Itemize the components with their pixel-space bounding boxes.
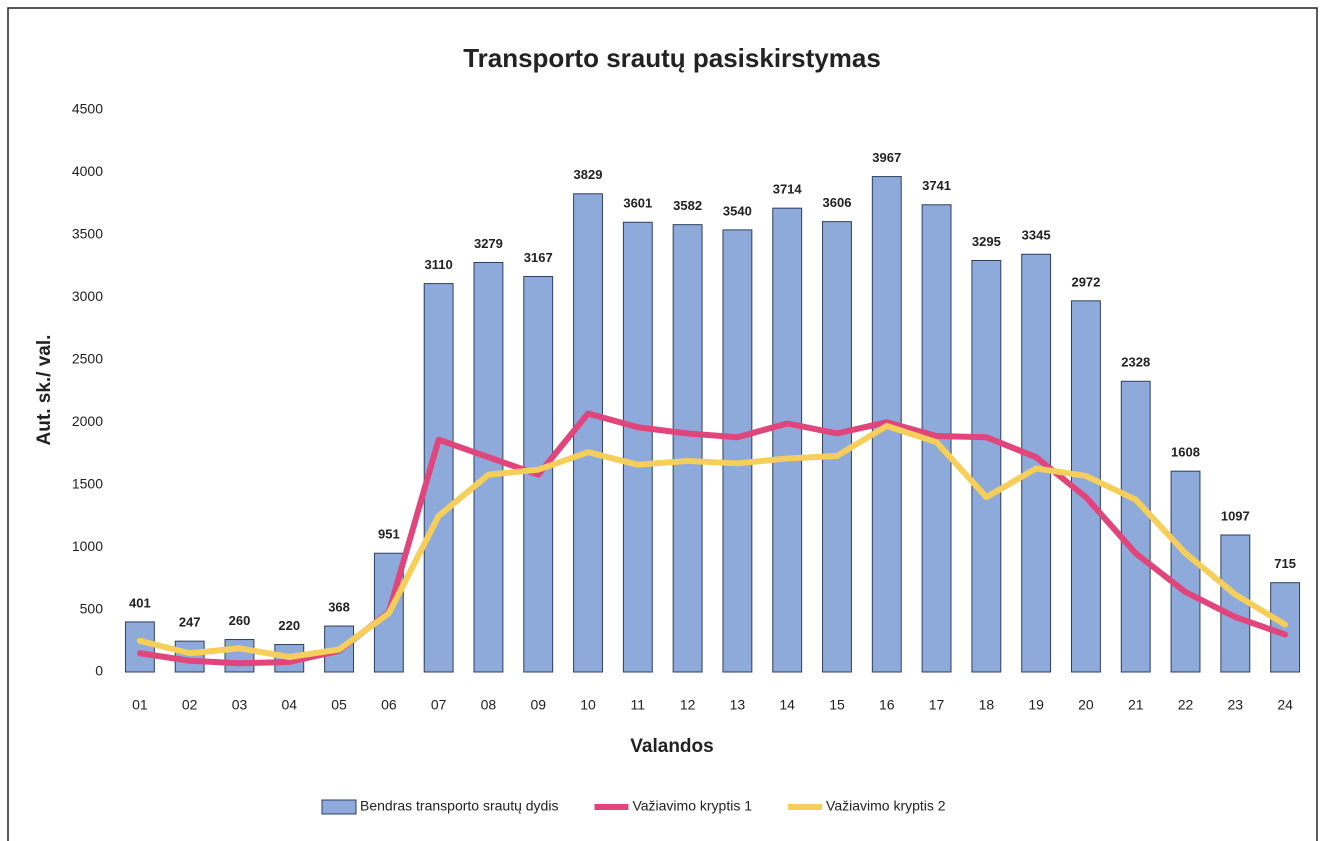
value-label: 3540 <box>723 203 752 218</box>
x-tick-label: 20 <box>1078 697 1094 713</box>
y-tick-label: 3500 <box>72 226 103 242</box>
y-axis-title: Aut. sk./ val. <box>34 335 55 446</box>
x-tick-label: 11 <box>631 697 646 713</box>
bar <box>573 193 603 673</box>
y-tick-label: 4000 <box>72 163 103 179</box>
x-tick-label: 03 <box>232 697 248 713</box>
bar <box>473 261 504 673</box>
legend-label: Bendras transporto srautų dydis <box>360 798 558 814</box>
x-tick-label: 08 <box>481 697 497 713</box>
bar <box>672 224 703 673</box>
x-axis-title: Valandos <box>630 736 713 757</box>
x-tick-label: 12 <box>680 697 696 713</box>
value-label: 3279 <box>474 236 503 251</box>
value-label: 1097 <box>1221 508 1250 523</box>
x-tick-label: 09 <box>530 697 546 713</box>
y-tick-label: 4500 <box>72 101 103 117</box>
value-label: 951 <box>378 527 400 542</box>
y-tick-label: 1500 <box>72 475 103 491</box>
bar <box>1120 380 1151 673</box>
value-label: 2972 <box>1071 274 1100 289</box>
value-label: 247 <box>179 615 201 630</box>
legend-label: Važiavimo kryptis 2 <box>826 798 946 814</box>
value-label: 3167 <box>524 250 553 265</box>
value-label: 715 <box>1274 556 1296 571</box>
x-tick-label: 21 <box>1128 697 1144 713</box>
value-label: 3967 <box>872 150 901 165</box>
value-label: 368 <box>328 599 350 614</box>
value-label: 3829 <box>574 167 603 182</box>
legend-label: Važiavimo kryptis 1 <box>632 798 752 814</box>
chart-border <box>7 7 1318 841</box>
value-label: 3110 <box>425 257 453 272</box>
x-tick-label: 02 <box>182 697 198 713</box>
line <box>136 422 1289 661</box>
legend-swatch <box>321 799 357 815</box>
chart-title: Transporto srautų pasiskirstymas <box>463 43 881 73</box>
x-tick-label: 19 <box>1028 697 1044 713</box>
bar <box>622 221 653 673</box>
y-tick-label: 3000 <box>72 288 103 304</box>
x-tick-label: 10 <box>580 697 596 713</box>
x-tick-label: 01 <box>132 697 148 713</box>
y-tick-label: 2000 <box>72 413 103 429</box>
value-label: 3741 <box>922 178 951 193</box>
x-tick-label: 16 <box>879 697 895 713</box>
bar <box>1170 470 1201 673</box>
y-tick-label: 1000 <box>72 538 103 554</box>
x-tick-label: 24 <box>1277 697 1293 713</box>
y-tick-label: 2500 <box>72 350 103 366</box>
value-label: 3582 <box>673 198 702 213</box>
bar <box>971 259 1002 673</box>
value-label: 401 <box>129 595 151 610</box>
legend-swatch <box>594 804 629 810</box>
value-label: 3345 <box>1022 228 1051 243</box>
bar <box>124 621 155 673</box>
x-tick-label: 23 <box>1228 697 1244 713</box>
x-tick-label: 17 <box>929 697 945 713</box>
value-label: 2328 <box>1121 355 1150 370</box>
value-label: 1608 <box>1171 445 1200 460</box>
x-tick-label: 15 <box>829 697 845 713</box>
bar <box>224 639 255 673</box>
value-label: 3714 <box>773 182 803 197</box>
x-tick-label: 14 <box>779 697 795 713</box>
bar <box>722 229 753 673</box>
x-tick-label: 06 <box>381 697 397 713</box>
y-tick-label: 500 <box>80 600 104 616</box>
x-tick-label: 22 <box>1178 697 1194 713</box>
value-label: 220 <box>278 618 300 633</box>
x-tick-label: 18 <box>979 697 995 713</box>
value-label: 260 <box>229 613 251 628</box>
x-tick-label: 05 <box>331 697 347 713</box>
value-label: 3606 <box>823 195 852 210</box>
value-label: 3601 <box>623 196 652 211</box>
legend-swatch <box>788 804 823 810</box>
y-tick-label: 0 <box>95 663 103 679</box>
value-label: 3295 <box>972 234 1001 249</box>
x-tick-label: 04 <box>281 697 297 713</box>
x-tick-label: 07 <box>431 697 447 713</box>
x-tick-label: 13 <box>730 697 746 713</box>
bar <box>772 207 803 673</box>
